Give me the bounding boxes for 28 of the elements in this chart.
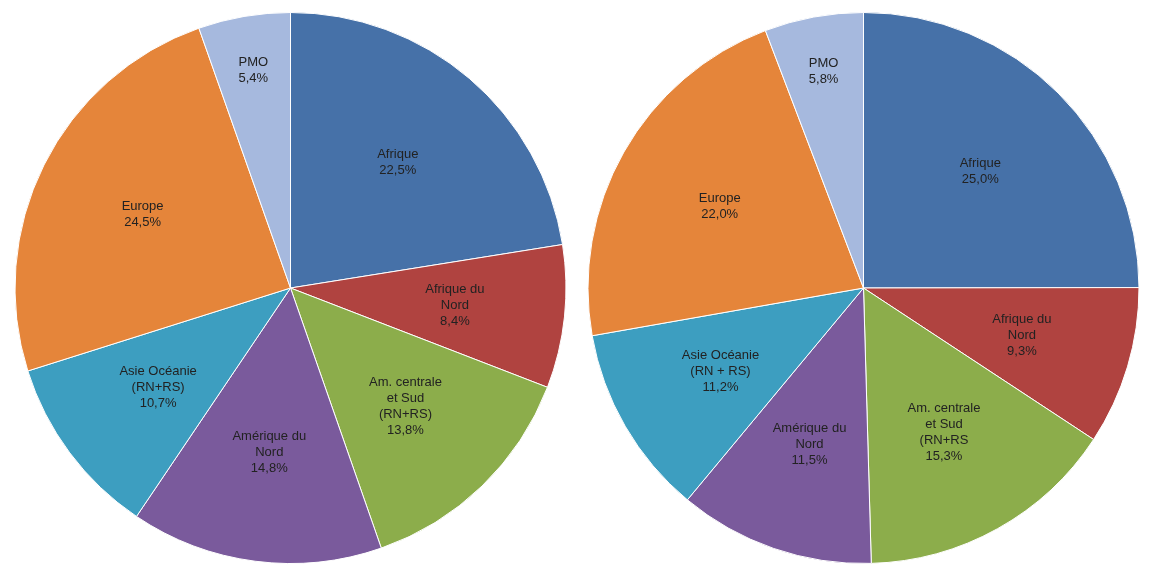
slice-label: Am. centrale et Sud (RN+RS) (368, 374, 442, 422)
data-label: 5,8% (808, 70, 839, 86)
data-label: 11,2% (702, 378, 739, 394)
data-label: 24,5% (124, 213, 162, 229)
data-label: 8,4% (440, 312, 471, 328)
slice-label: PMO (238, 54, 269, 70)
data-label: 10,7% (139, 394, 177, 410)
data-label: 5,4% (238, 70, 269, 86)
slice-label: Afrique du Nord (425, 280, 485, 312)
slice-label: Afrique (959, 154, 1001, 170)
data-label: 11,5% (791, 451, 828, 467)
slice-label: Europe (698, 189, 741, 205)
slice-label: Am. centrale et Sud (RN+RS (907, 399, 981, 447)
data-label: 13,8% (387, 422, 425, 438)
slice-label: PMO (808, 54, 839, 70)
slice-label: Afrique (377, 145, 419, 161)
data-label: 22,5% (379, 161, 417, 177)
data-label: 25,0% (961, 170, 1000, 186)
slice-label: Amérique du Nord (772, 419, 847, 451)
data-label: 22,0% (701, 205, 739, 221)
data-label: 15,3% (925, 447, 963, 463)
slice-label: Asie Océanie (RN + RS) (681, 346, 760, 378)
data-label: 9,3% (1007, 342, 1038, 358)
data-label: 14,8% (250, 459, 289, 475)
slice-label: Afrique du Nord (992, 310, 1052, 342)
slice-label: Asie Océanie (RN+RS) (119, 362, 197, 394)
slice-label: Amérique du Nord (232, 427, 307, 459)
slice-label: Europe (121, 197, 164, 213)
